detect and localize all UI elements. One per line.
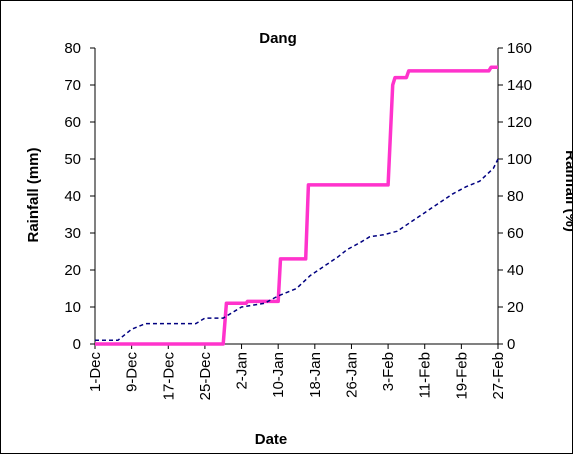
y-tick-label-left: 10 (64, 299, 81, 316)
y-tick-label-right: 160 (507, 40, 532, 57)
x-tick-label: 18-Jan (307, 352, 324, 398)
chart-title: Dang (259, 30, 297, 47)
y-tick-label-left: 0 (73, 336, 81, 353)
x-tick-label: 25-Dec (197, 352, 214, 401)
x-tick-label: 3-Feb (380, 352, 397, 391)
y-tick-label-right: 40 (507, 262, 524, 279)
y-tick-label-left: 70 (64, 77, 81, 94)
y-axis-title-left: Rainfall (mm) (25, 147, 42, 242)
x-tick-label: 19-Feb (453, 352, 470, 400)
y-tick-label-right: 0 (507, 336, 515, 353)
x-tick-label: 27-Feb (490, 352, 507, 400)
x-tick-label: 9-Dec (124, 352, 141, 393)
y-tick-label-right: 80 (507, 188, 524, 205)
y-axis-title-right: Rainfall (%) (562, 150, 573, 232)
y-tick-label-left: 40 (64, 188, 81, 205)
y-tick-label-left: 80 (64, 40, 81, 57)
y-tick-label-left: 60 (64, 114, 81, 131)
series-line-right-axis (95, 158, 499, 342)
y-tick-label-right: 140 (507, 77, 532, 94)
y-tick-label-right: 60 (507, 225, 524, 242)
x-tick-label: 11-Feb (417, 352, 434, 398)
y-tick-label-right: 120 (507, 114, 532, 131)
y-tick-label-right: 100 (507, 151, 532, 168)
series-line-left-axis (95, 65, 498, 346)
y-tick-label-right: 20 (507, 299, 524, 316)
x-tick-label: 1-Dec (87, 352, 104, 393)
y-tick-label-left: 20 (64, 262, 81, 279)
y-tick-label-left: 30 (64, 225, 81, 242)
x-tick-label: 26-Jan (343, 352, 360, 398)
x-tick-label: 10-Jan (270, 352, 287, 398)
x-axis-title: Date (255, 431, 288, 448)
x-tick-label: 17-Dec (160, 352, 177, 401)
y-tick-label-left: 50 (64, 151, 81, 168)
x-tick-label: 2-Jan (234, 352, 251, 390)
